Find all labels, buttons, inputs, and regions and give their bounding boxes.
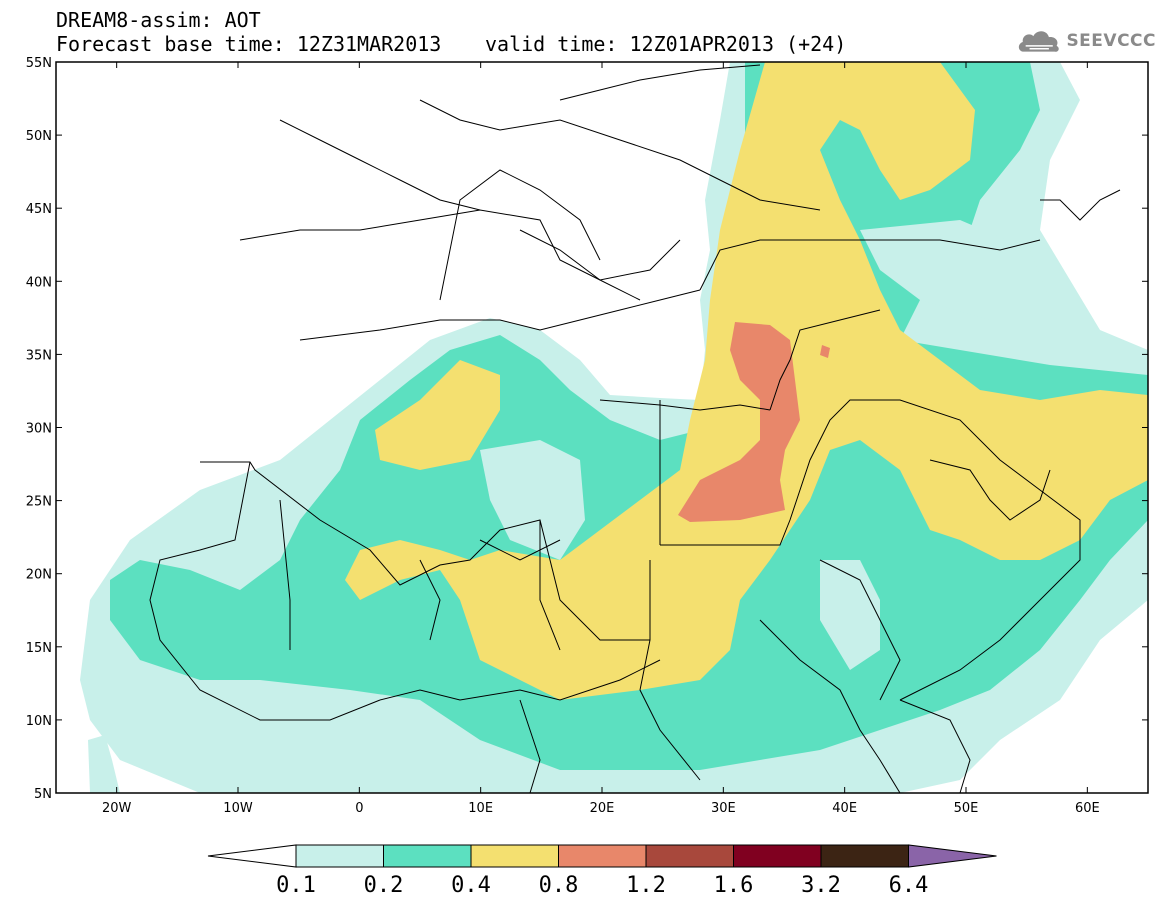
- lon-label: 20E: [590, 801, 615, 816]
- colorbar-swatch: [295, 844, 384, 868]
- forecast-base-time: Forecast base time: 12Z31MAR2013: [56, 32, 442, 56]
- valid-time: valid time: 12Z01APR2013 (+24): [485, 32, 847, 56]
- colorbar-swatch: [470, 844, 559, 868]
- colorbar-label: 6.4: [889, 873, 929, 898]
- lon-label: 10W: [223, 801, 253, 816]
- lat-label: 5N: [34, 787, 52, 802]
- colorbar-label: 0.4: [451, 873, 491, 898]
- colorbar-label: 1.2: [626, 873, 666, 898]
- aot-region-orange: [678, 322, 800, 522]
- lat-label: 15N: [26, 641, 52, 656]
- colorbar-swatch: [645, 844, 734, 868]
- aot-contour-fields: [80, 62, 1148, 793]
- lat-label: 20N: [26, 568, 52, 583]
- colorbar-swatch: [383, 844, 472, 868]
- logo-text: SEEVCCC: [1066, 31, 1156, 51]
- lat-label: 50N: [26, 129, 52, 144]
- lat-label: 30N: [26, 422, 52, 437]
- aot-region-light: [820, 560, 880, 670]
- colorbar-swatch: [820, 844, 909, 868]
- lat-label: 10N: [26, 714, 52, 729]
- colorbar-arrow-high: [908, 844, 997, 868]
- aot-region-orange: [820, 345, 830, 358]
- colorbar-swatch: [733, 844, 822, 868]
- colorbar-arrow-low: [207, 844, 297, 868]
- lat-label: 25N: [26, 495, 52, 510]
- lon-label: 30E: [711, 801, 736, 816]
- lon-label: 20W: [102, 801, 132, 816]
- lon-label: 40E: [832, 801, 857, 816]
- coastlines: [149, 64, 1121, 793]
- aot-region-yellow: [375, 360, 500, 470]
- lat-label: 45N: [26, 202, 52, 217]
- lat-label: 35N: [26, 348, 52, 363]
- colorbar-label: 0.2: [364, 873, 404, 898]
- lon-label: 10E: [468, 801, 493, 816]
- aot-region-light: [860, 220, 1050, 320]
- aot-region-light: [88, 735, 120, 793]
- longitude-axis: 20W 10W 0 10E 20E 30E 40E 50E 60E: [102, 62, 1100, 816]
- colorbar-label: 0.1: [276, 873, 316, 898]
- colorbar-label: 3.2: [801, 873, 841, 898]
- lon-label: 0: [355, 801, 363, 816]
- cloud-logo-icon: [1018, 31, 1059, 52]
- latitude-axis: 55N 50N 45N 40N 35N 30N 25N 20N 15N 10N 5N: [26, 56, 1148, 802]
- colorbar-label: 1.6: [714, 873, 754, 898]
- lon-label: 60E: [1075, 801, 1100, 816]
- map-title: DREAM8-assim: AOT: [56, 8, 261, 32]
- lat-label: 55N: [26, 56, 52, 71]
- seevccc-logo: SEEVCCC: [1016, 24, 1156, 58]
- lon-label: 50E: [954, 801, 979, 816]
- colorbar: 0.1 0.2 0.4 0.8 1.2 1.6 3.2 6.4: [207, 844, 997, 898]
- colorbar-swatch: [558, 844, 647, 868]
- aot-region-light: [480, 440, 585, 560]
- lat-label: 40N: [26, 275, 52, 290]
- colorbar-label: 0.8: [539, 873, 579, 898]
